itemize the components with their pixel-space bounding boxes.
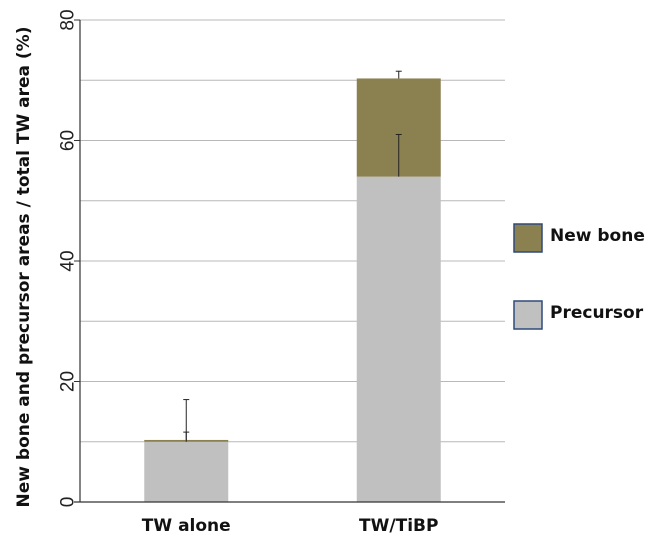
x-category-label: TW/TiBP (359, 516, 438, 536)
error-bars (183, 70, 402, 442)
legend-swatch-precursor (513, 300, 543, 330)
y-axis-title: New bone and precursor areas / total TW … (14, 27, 34, 508)
gridlines (80, 19, 505, 443)
x-category-labels: TW alone TW/TiBP (142, 516, 439, 536)
bar-precursor (356, 176, 441, 502)
legend: New bone Precursor (513, 223, 645, 330)
y-tick-label: 40 (58, 250, 79, 271)
bar-precursor (144, 441, 229, 502)
x-category-label: TW alone (142, 516, 231, 536)
bars (144, 78, 441, 502)
y-tick-label: 0 (58, 497, 79, 508)
y-tick-label: 60 (58, 130, 79, 151)
legend-label: Precursor (550, 303, 644, 323)
legend-label: New bone (550, 226, 645, 246)
y-tick-labels: 0 20 40 60 80 (58, 9, 80, 508)
legend-swatch-new-bone (513, 223, 543, 253)
y-tick-label: 20 (58, 371, 79, 392)
y-tick-label: 80 (58, 9, 79, 30)
